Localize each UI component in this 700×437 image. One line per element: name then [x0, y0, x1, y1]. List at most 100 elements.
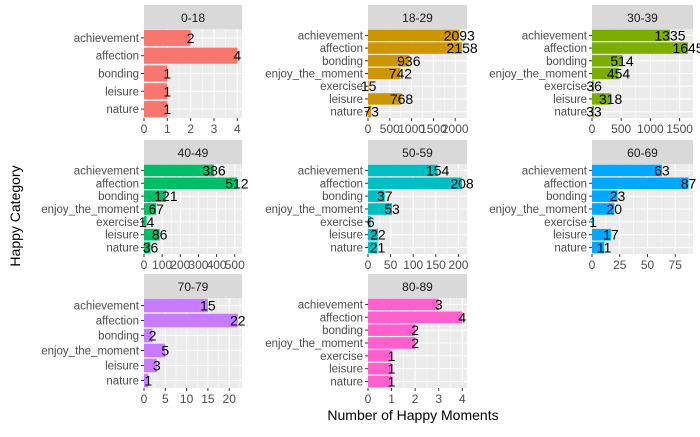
- x-tick-label: 1000: [398, 122, 425, 136]
- y-tick-label: leisure: [329, 230, 363, 242]
- bar: [592, 190, 618, 202]
- y-tick-label: affection: [544, 178, 587, 190]
- data-label: 2: [411, 322, 419, 338]
- x-tick-label: 2: [187, 122, 194, 136]
- bar: [592, 93, 611, 105]
- bar: [368, 241, 378, 254]
- data-label: 386: [202, 162, 226, 178]
- y-tick-label: enjoy_the_moment: [41, 346, 140, 358]
- y-tick-label: achievement: [298, 30, 364, 42]
- x-tick-label: 4: [234, 122, 241, 136]
- y-tick-label: achievement: [74, 33, 140, 45]
- facet-strip: [368, 5, 467, 29]
- data-label: 121: [154, 188, 178, 204]
- bar: [592, 164, 662, 177]
- data-label: 1: [589, 214, 597, 230]
- x-tick-label: 0: [141, 258, 148, 272]
- bar: [144, 343, 166, 358]
- y-tick-label: bonding: [546, 56, 587, 68]
- y-tick-label: leisure: [329, 94, 363, 106]
- data-label: 20: [606, 201, 622, 217]
- x-tick-label: 10: [180, 392, 194, 406]
- bar: [592, 55, 623, 67]
- y-tick-label: exercise: [320, 351, 363, 363]
- y-tick-label: achievement: [298, 299, 364, 311]
- data-label: 33: [586, 104, 602, 120]
- bar: [368, 105, 372, 118]
- y-tick-label: bonding: [98, 331, 139, 343]
- x-tick-label: 4: [459, 392, 466, 406]
- facet-panel: 30-39 0 500 1000 1500 achievementaffectionbon…: [489, 5, 700, 136]
- data-label: 4: [458, 309, 466, 325]
- x-tick-label: 500: [380, 122, 400, 136]
- y-tick-label: enjoy_the_moment: [265, 69, 364, 81]
- bar: [368, 190, 385, 202]
- data-label: 514: [610, 53, 634, 69]
- bar: [592, 203, 615, 215]
- bar: [368, 177, 463, 190]
- bar: [144, 177, 237, 190]
- data-label: 1: [388, 348, 396, 364]
- data-label: 208: [450, 175, 474, 191]
- facet-strip: [144, 274, 242, 298]
- facet-panel: 80-890 1 2 3 4achievementaffectionbondingenj…: [265, 274, 467, 406]
- bar: [144, 241, 151, 254]
- data-label: 63: [654, 162, 670, 178]
- data-label: 73: [363, 104, 379, 120]
- y-tick-label: achievement: [74, 165, 140, 177]
- data-label: 512: [225, 175, 249, 191]
- data-label: 37: [377, 188, 393, 204]
- x-tick-label: 0: [365, 258, 372, 272]
- data-label: 1335: [654, 27, 685, 43]
- data-label: 3: [153, 358, 161, 374]
- data-label: 154: [426, 162, 450, 178]
- y-tick-label: nature: [330, 243, 363, 255]
- bar: [592, 80, 595, 92]
- facet-strip: [592, 5, 693, 29]
- data-label: 53: [384, 201, 400, 217]
- data-label: 22: [230, 313, 246, 329]
- facet-title: 0-18: [181, 11, 205, 25]
- y-tick-label: nature: [554, 107, 587, 119]
- bar: [368, 164, 438, 177]
- bar: [368, 350, 392, 362]
- x-tick-label: 15: [201, 392, 215, 406]
- data-label: 21: [370, 240, 386, 256]
- bar: [144, 203, 157, 215]
- facets-layer: 0-180 1 2 3 4achievementaffectionbondingleis…: [41, 5, 700, 406]
- bar: [368, 216, 371, 228]
- bar: [592, 29, 670, 42]
- data-label: 15: [361, 78, 377, 94]
- bar: [368, 362, 392, 375]
- bar: [144, 373, 149, 388]
- data-label: 15: [200, 298, 216, 314]
- facet-strip: [144, 5, 242, 29]
- bar: [144, 190, 166, 202]
- bar: [144, 358, 157, 373]
- facet-panel: 50-59 0 50 100 150 200 achievementaffectionbon…: [265, 140, 474, 272]
- y-tick-label: nature: [330, 107, 363, 119]
- y-tick-label: affection: [96, 178, 139, 190]
- facet-strip: [368, 274, 467, 298]
- data-label: 1: [388, 374, 396, 390]
- data-label: 14: [139, 214, 155, 230]
- x-tick-label: 500: [225, 258, 245, 272]
- y-axis-title: Happy Category: [7, 165, 23, 266]
- y-tick-label: achievement: [522, 30, 588, 42]
- bar: [592, 177, 689, 190]
- y-tick-label: nature: [106, 243, 139, 255]
- y-tick-label: leisure: [105, 86, 139, 98]
- y-tick-label: bonding: [546, 191, 587, 203]
- bar: [368, 324, 416, 336]
- facet-title: 50-59: [402, 146, 433, 160]
- y-tick-label: bonding: [98, 69, 139, 81]
- x-tick-label: 50: [641, 258, 655, 272]
- bar: [592, 105, 594, 118]
- y-tick-label: bonding: [98, 191, 139, 203]
- data-label: 3: [435, 296, 443, 312]
- bar: [368, 80, 369, 92]
- x-tick-label: 0: [589, 258, 596, 272]
- bar: [368, 55, 409, 67]
- data-label: 36: [586, 78, 602, 94]
